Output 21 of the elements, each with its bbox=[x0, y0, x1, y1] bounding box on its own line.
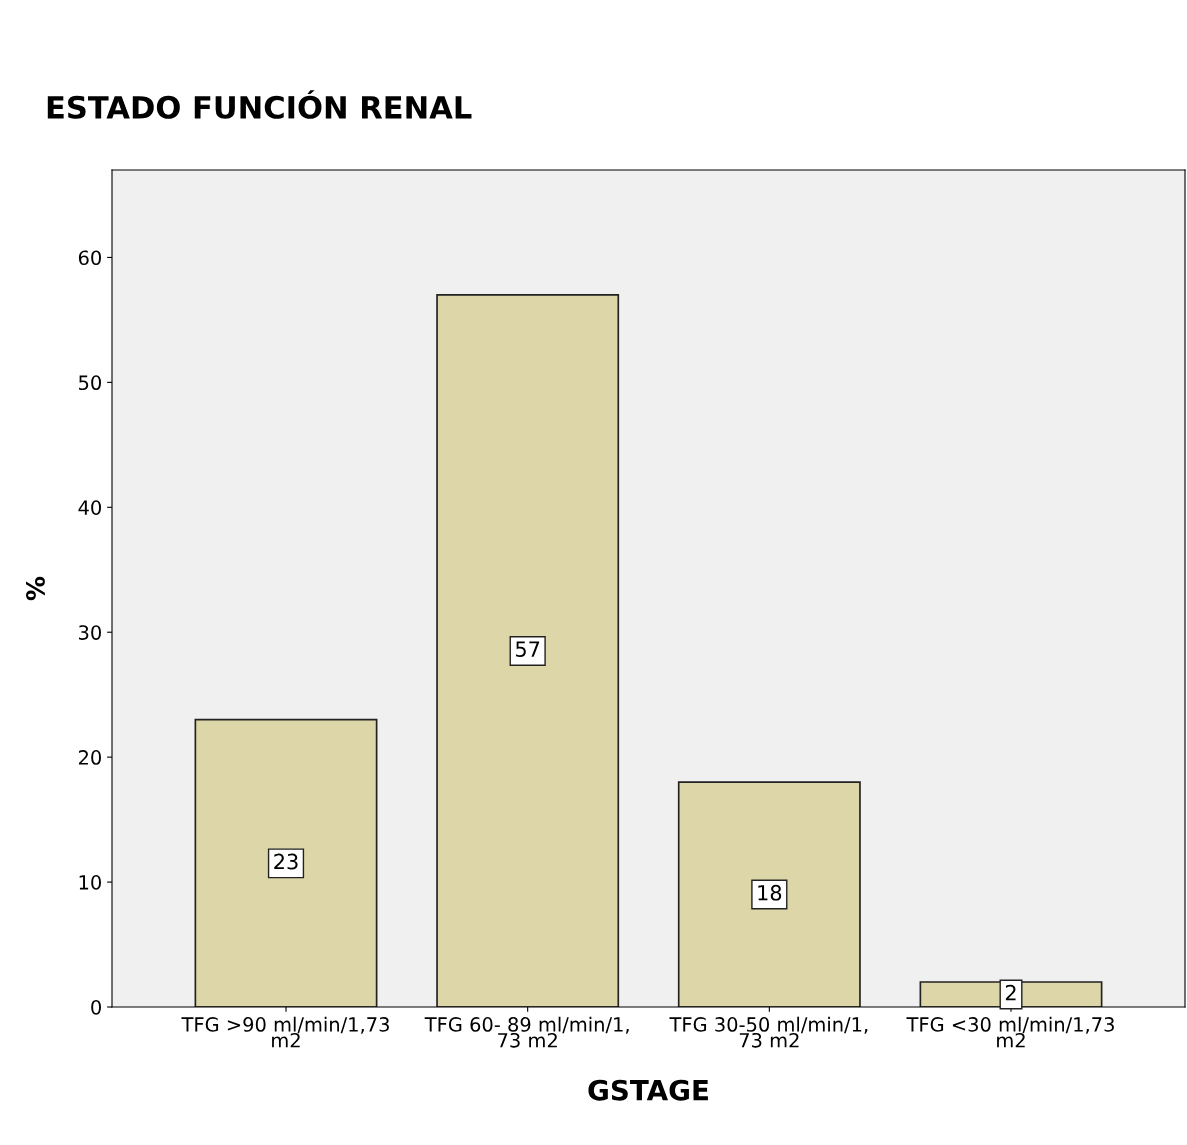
data-label: 23 bbox=[274, 853, 298, 870]
data-label: 18 bbox=[758, 884, 782, 901]
y-tick-label: 40 bbox=[78, 500, 101, 515]
bar bbox=[194, 718, 378, 1007]
x-tick-label: TFG 60- 89 ml/min/1, 73 m2 bbox=[424, 1016, 629, 1048]
y-tick-label: 10 bbox=[79, 875, 101, 890]
y-tick-label: 60 bbox=[78, 250, 101, 266]
x-tick-label: TFG >90 ml/min/1,73 m2 bbox=[181, 1016, 389, 1048]
data-label: 57 bbox=[516, 641, 540, 658]
data-label: 2 bbox=[1005, 984, 1016, 1001]
y-tick-label: 0 bbox=[91, 999, 101, 1015]
x-tick-label: TFG 30-50 ml/min/1, 73 m2 bbox=[669, 1016, 868, 1048]
y-tick-label: 20 bbox=[78, 750, 101, 765]
bar bbox=[436, 294, 620, 1007]
chart-title: ESTADO FUNCIÓN RENAL bbox=[47, 90, 472, 119]
y-axis-title: % bbox=[26, 576, 45, 601]
y-tick-label: 30 bbox=[79, 625, 101, 640]
bar bbox=[677, 781, 861, 1007]
x-axis-title: GSTAGE bbox=[588, 1079, 708, 1101]
x-tick-label: TFG <30 ml/min/1,73 m2 bbox=[906, 1016, 1114, 1048]
y-tick-label: 50 bbox=[79, 375, 101, 391]
